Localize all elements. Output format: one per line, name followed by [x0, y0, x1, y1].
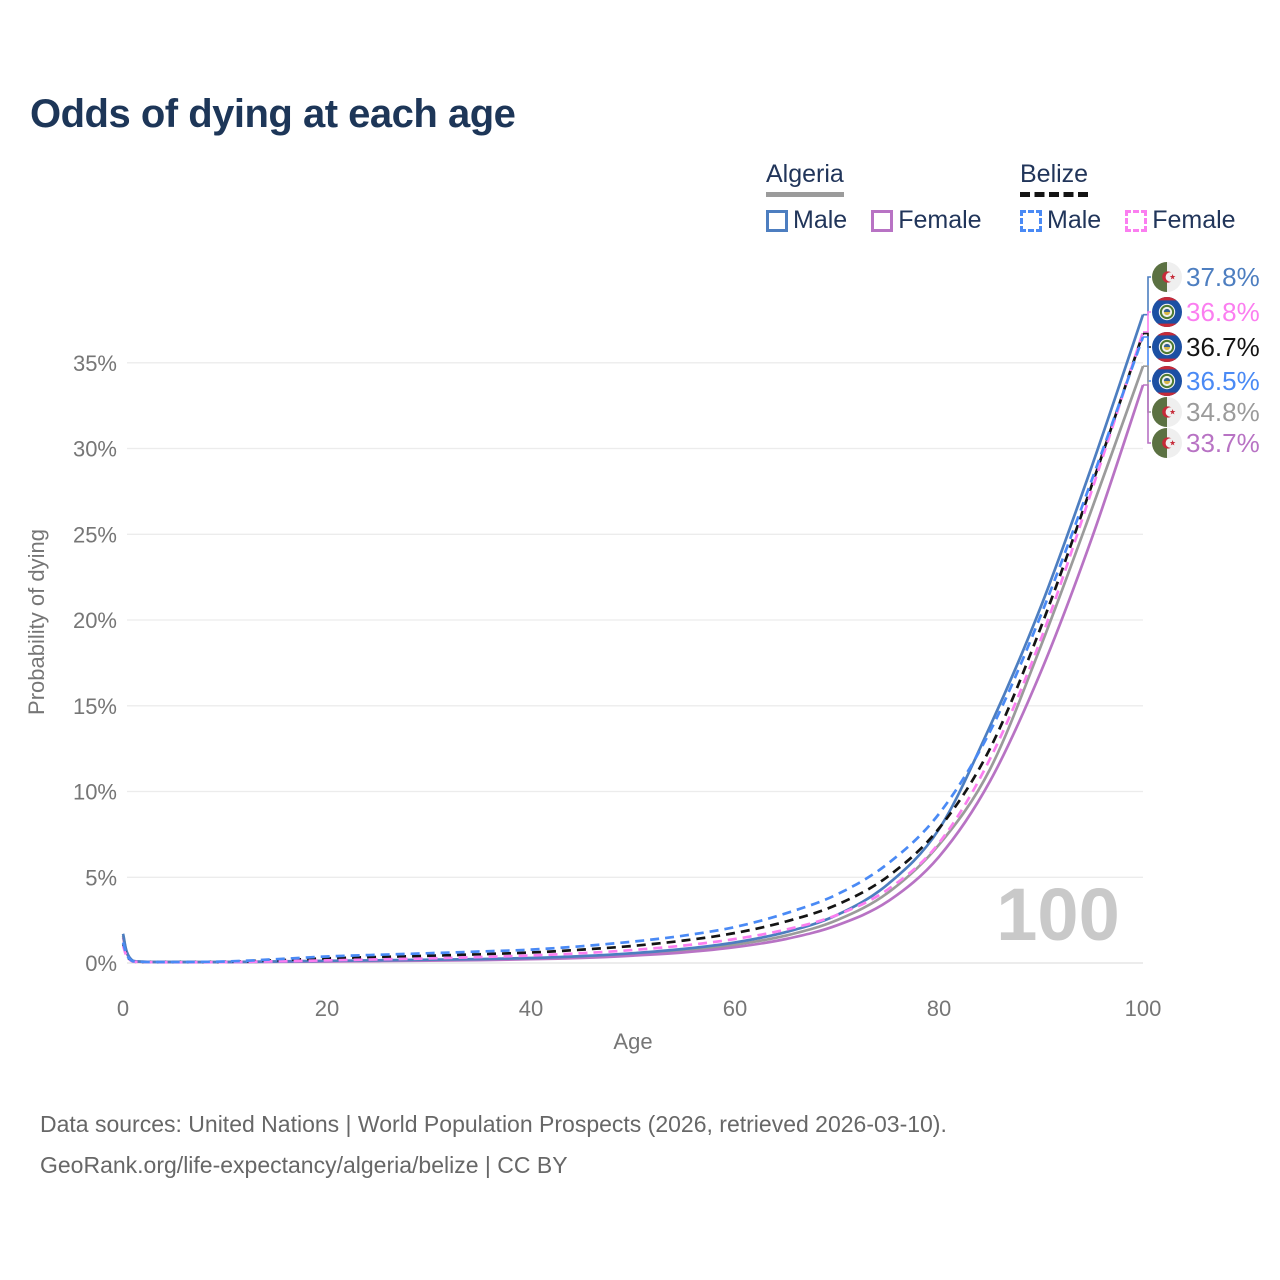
- algeria-female-swatch-icon: [871, 209, 894, 232]
- algeria-male-swatch-icon: [766, 209, 788, 232]
- y-tick-label: 15%: [73, 694, 117, 719]
- leader-line-algeria-both: [1143, 365, 1151, 413]
- page-title: Odds of dying at each age: [30, 92, 516, 136]
- x-tick-label: 0: [117, 996, 129, 1021]
- watermark: 100: [996, 873, 1119, 956]
- leader-line-belize-male: [1143, 336, 1151, 382]
- legend-group-belize: Belize Male Female: [1020, 160, 1236, 235]
- series-algeria-both: [121, 365, 1145, 964]
- belize-flag-icon: [1152, 297, 1182, 327]
- legend-item-belize-female[interactable]: Female: [1125, 206, 1236, 235]
- end-label-belize-both: 36.7%: [1186, 332, 1260, 362]
- belize-flag-icon: [1152, 332, 1182, 362]
- leader-line-algeria-male: [1143, 276, 1151, 316]
- legend-item-algeria-male[interactable]: Male: [766, 206, 847, 235]
- x-axis-title: Age: [613, 1029, 652, 1054]
- end-label-belize-female: 36.8%: [1186, 297, 1260, 327]
- legend-item-label: Male: [1047, 206, 1102, 234]
- leader-line-algeria-female: [1143, 384, 1151, 444]
- algeria-flag-icon: [1152, 262, 1182, 292]
- footer: Data sources: United Nations | World Pop…: [40, 1104, 947, 1186]
- belize-female-swatch-icon: [1125, 209, 1148, 232]
- series-belize-male: [121, 336, 1145, 964]
- end-label-algeria-male: 37.8%: [1186, 262, 1260, 292]
- end-label-algeria-both: 34.8%: [1186, 397, 1260, 427]
- leader-line-belize-both: [1143, 332, 1151, 348]
- y-tick-label: 5%: [85, 865, 117, 890]
- legend-group-algeria: Algeria Male Female: [766, 160, 982, 235]
- legend-item-belize-male[interactable]: Male: [1020, 206, 1101, 235]
- y-tick-label: 30%: [73, 437, 117, 462]
- algeria-flag-icon: [1152, 428, 1182, 458]
- end-label-algeria-female: 33.7%: [1186, 428, 1260, 458]
- y-tick-label: 0%: [85, 951, 117, 976]
- footer-attribution: GeoRank.org/life-expectancy/algeria/beli…: [40, 1152, 568, 1178]
- algeria-flag-icon: [1152, 397, 1182, 427]
- y-tick-label: 25%: [73, 522, 117, 547]
- footer-data-sources: Data sources: United Nations | World Pop…: [40, 1111, 947, 1137]
- legend-title-belize: Belize: [1020, 160, 1089, 197]
- y-tick-label: 10%: [73, 780, 117, 805]
- series-algeria-female: [121, 384, 1145, 964]
- y-axis-title: Probability of dying: [24, 529, 49, 715]
- series-algeria-male: [121, 314, 1145, 964]
- x-tick-label: 40: [519, 996, 543, 1021]
- legend-title-algeria: Algeria: [766, 160, 844, 197]
- legend-item-algeria-female[interactable]: Female: [871, 206, 982, 235]
- x-tick-label: 80: [927, 996, 951, 1021]
- series-belize-female: [121, 331, 1145, 964]
- x-tick-label: 20: [315, 996, 339, 1021]
- legend-item-label: Female: [898, 206, 982, 234]
- legend-item-label: Male: [793, 206, 848, 234]
- series-belize-both: [121, 333, 1145, 964]
- x-tick-label: 60: [723, 996, 747, 1021]
- y-tick-label: 20%: [73, 608, 117, 633]
- legend-item-label: Female: [1152, 206, 1236, 234]
- x-tick-label: 100: [1125, 996, 1162, 1021]
- end-label-belize-male: 36.5%: [1186, 366, 1260, 396]
- belize-flag-icon: [1152, 366, 1182, 396]
- y-tick-label: 35%: [73, 351, 117, 376]
- belize-male-swatch-icon: [1020, 209, 1042, 232]
- leader-line-belize-female: [1143, 311, 1151, 333]
